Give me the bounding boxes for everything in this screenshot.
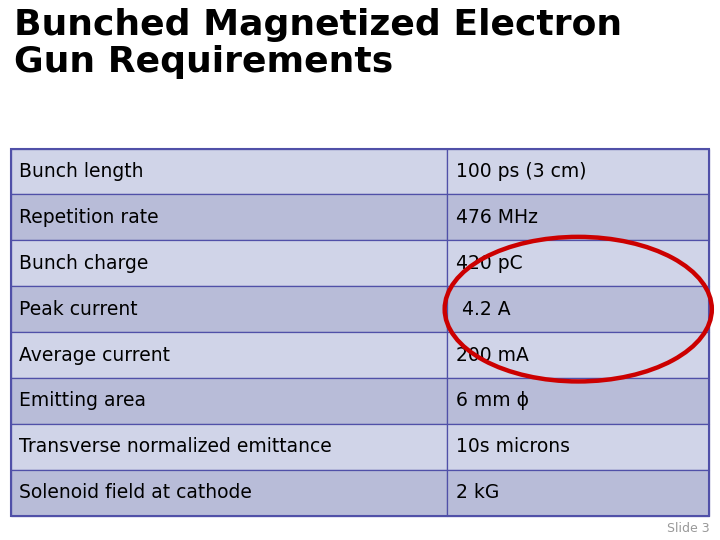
Text: Transverse normalized emittance: Transverse normalized emittance xyxy=(19,437,332,456)
Bar xyxy=(11,240,447,286)
Text: Average current: Average current xyxy=(19,346,171,365)
Text: 420 pC: 420 pC xyxy=(456,254,523,273)
Bar xyxy=(11,286,447,332)
Bar xyxy=(447,470,709,516)
Text: Peak current: Peak current xyxy=(19,300,138,319)
Text: 2 kG: 2 kG xyxy=(456,483,499,502)
Bar xyxy=(447,194,709,240)
Text: 476 MHz: 476 MHz xyxy=(456,208,538,227)
Text: 100 ps (3 cm): 100 ps (3 cm) xyxy=(456,162,587,181)
Text: 10s microns: 10s microns xyxy=(456,437,570,456)
Bar xyxy=(447,378,709,424)
Bar xyxy=(11,424,447,470)
Bar xyxy=(11,332,447,378)
Bar xyxy=(447,148,709,194)
Bar xyxy=(11,148,447,194)
Text: Bunch length: Bunch length xyxy=(19,162,144,181)
Text: Solenoid field at cathode: Solenoid field at cathode xyxy=(19,483,252,502)
Text: Bunch charge: Bunch charge xyxy=(19,254,149,273)
Bar xyxy=(11,194,447,240)
Bar xyxy=(11,378,447,424)
Bar xyxy=(447,240,709,286)
Text: Bunched Magnetized Electron
Gun Requirements: Bunched Magnetized Electron Gun Requirem… xyxy=(14,8,623,79)
Bar xyxy=(447,286,709,332)
Bar xyxy=(447,332,709,378)
Text: 200 mA: 200 mA xyxy=(456,346,528,365)
Text: Slide 3: Slide 3 xyxy=(667,522,709,535)
Text: 4.2 A: 4.2 A xyxy=(456,300,510,319)
Text: 6 mm ϕ: 6 mm ϕ xyxy=(456,392,529,410)
Bar xyxy=(11,148,709,516)
Text: Emitting area: Emitting area xyxy=(19,392,146,410)
Text: Repetition rate: Repetition rate xyxy=(19,208,159,227)
Bar xyxy=(447,424,709,470)
Bar xyxy=(11,470,447,516)
